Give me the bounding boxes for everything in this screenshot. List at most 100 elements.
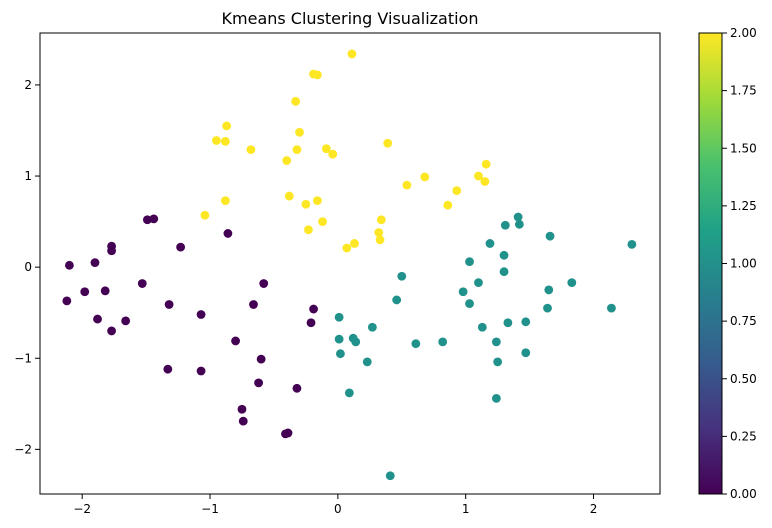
data-point — [402, 180, 412, 190]
x-tick-label: −2 — [73, 502, 91, 516]
data-point — [301, 199, 311, 209]
data-point — [420, 172, 430, 182]
data-point — [306, 318, 316, 328]
data-point — [304, 225, 313, 235]
data-point — [137, 279, 147, 288]
data-point — [238, 416, 248, 426]
data-point — [80, 287, 90, 297]
data-point — [543, 303, 552, 313]
data-point — [385, 471, 395, 481]
plot-area: −2 −1 0 1 2 −2 −1 0 1 2 — [14, 32, 661, 516]
data-point — [93, 314, 102, 324]
data-point — [491, 337, 501, 347]
data-point — [200, 210, 210, 220]
data-point — [627, 239, 637, 249]
data-point — [374, 228, 384, 237]
data-point — [65, 260, 74, 270]
data-point — [334, 334, 344, 344]
data-point — [321, 144, 331, 154]
data-point — [362, 357, 372, 367]
data-point — [452, 186, 462, 196]
colorbar-tick-label: 2.00 — [730, 26, 757, 40]
data-point — [376, 215, 386, 225]
data-point — [292, 145, 302, 155]
data-point — [383, 138, 393, 148]
y-tick-label: −1 — [14, 351, 32, 365]
data-point — [443, 200, 453, 210]
data-point — [499, 250, 509, 260]
data-point — [545, 231, 555, 241]
data-point — [344, 388, 354, 398]
data-point — [249, 300, 258, 309]
x-tick-label: 0 — [334, 502, 342, 516]
data-point — [521, 348, 531, 358]
data-point — [477, 322, 487, 332]
data-point — [246, 145, 256, 155]
data-point — [350, 239, 359, 248]
data-point — [196, 310, 206, 319]
data-point — [438, 337, 448, 347]
data-point — [375, 235, 385, 245]
colorbar-tick-label: 1.75 — [730, 84, 757, 98]
scatter-points — [62, 49, 637, 481]
data-point — [514, 219, 524, 229]
data-point — [107, 326, 116, 336]
data-point — [503, 318, 513, 328]
colorbar-tick-label: 1.50 — [730, 141, 757, 155]
data-point — [521, 317, 531, 327]
data-point — [342, 243, 352, 253]
data-point — [107, 246, 116, 256]
data-point — [351, 337, 361, 347]
data-point — [318, 217, 327, 226]
data-point — [149, 214, 159, 224]
data-point — [163, 364, 173, 374]
colorbar-tick-label: 0.25 — [730, 429, 757, 443]
data-point — [121, 316, 131, 326]
data-point — [313, 70, 322, 80]
data-point — [282, 156, 292, 165]
colorbar-tick-label: 0.75 — [730, 314, 757, 328]
data-point — [295, 127, 304, 137]
x-tick-label: 2 — [590, 502, 598, 516]
data-point — [223, 229, 233, 238]
data-point — [465, 299, 474, 308]
colorbar-tick-label: 1.25 — [730, 199, 757, 213]
axes-frame — [39, 32, 661, 495]
x-tick-label: −1 — [201, 502, 219, 516]
data-point — [567, 278, 577, 288]
data-point — [397, 271, 407, 281]
y-axis: −2 −1 0 1 2 — [14, 78, 40, 456]
y-tick-label: 1 — [24, 169, 32, 183]
data-point — [222, 121, 232, 131]
data-point — [474, 278, 483, 288]
data-point — [367, 322, 377, 332]
data-point — [347, 49, 357, 59]
data-point — [334, 312, 344, 322]
data-point — [90, 258, 100, 267]
data-point — [164, 300, 174, 309]
data-point — [480, 177, 490, 186]
data-point — [607, 303, 616, 313]
data-point — [336, 349, 345, 359]
data-point — [196, 366, 206, 376]
data-point — [474, 171, 483, 181]
data-point — [259, 279, 269, 288]
data-point — [458, 287, 468, 297]
data-point — [291, 96, 301, 106]
data-point — [256, 354, 266, 364]
data-point — [220, 137, 230, 146]
colorbar-axis: 0.00 0.25 0.50 0.75 1.00 1.25 1.50 1.75 2.00 — [722, 26, 757, 501]
data-point — [212, 136, 221, 145]
data-point — [411, 339, 421, 349]
data-point — [500, 220, 510, 230]
data-point — [499, 267, 509, 277]
chart-title: Kmeans Clustering Visualization — [222, 9, 479, 28]
data-point — [254, 378, 263, 388]
data-point — [485, 239, 495, 248]
colorbar: 0.00 0.25 0.50 0.75 1.00 1.25 1.50 1.75 2.00 — [698, 26, 757, 501]
data-point — [176, 242, 186, 252]
data-point — [481, 159, 491, 169]
colorbar-tick-label: 0.50 — [730, 372, 757, 386]
data-point — [491, 393, 501, 403]
